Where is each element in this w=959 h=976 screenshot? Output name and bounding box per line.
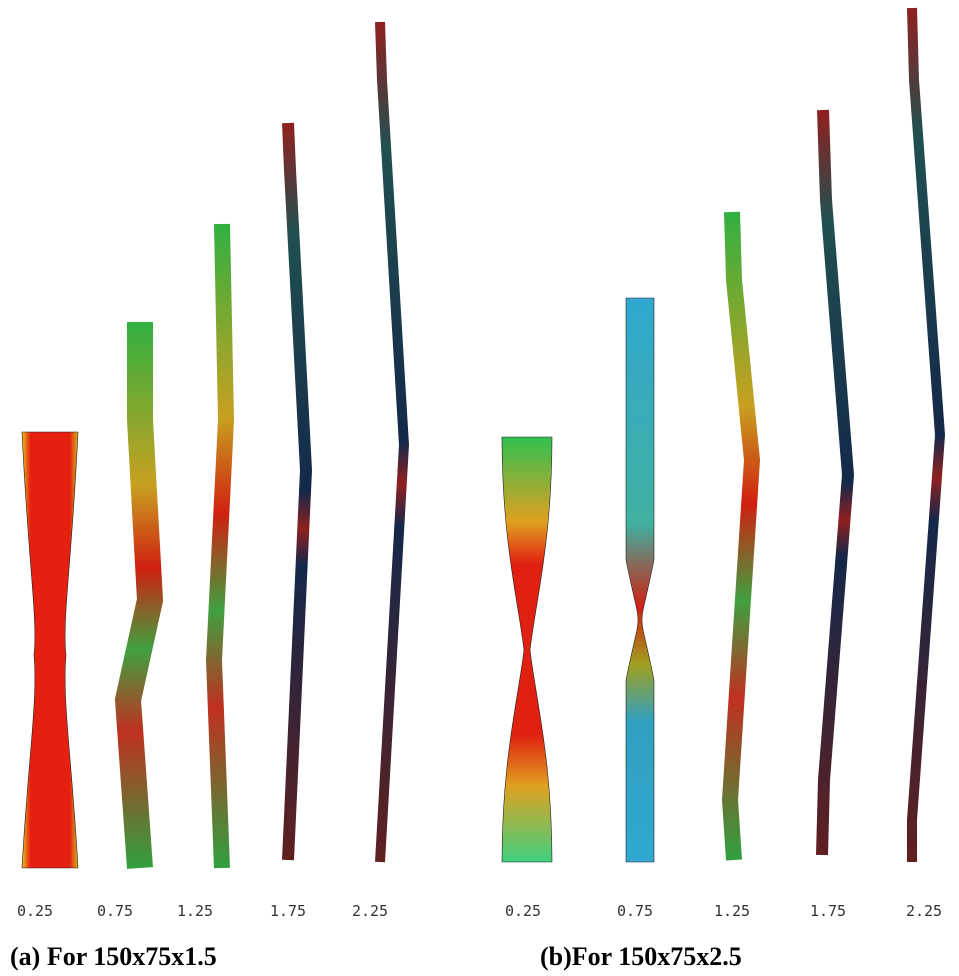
column [721,211,761,861]
column-label: 1.25 [714,902,750,920]
column-label: 1.75 [810,902,846,920]
column-label: 2.25 [906,902,942,920]
column-label: 1.25 [177,902,213,920]
column-label: 0.25 [505,902,541,920]
caption: (b)For 150x75x2.5 [540,942,742,971]
caption: (a) For 150x75x1.5 [10,942,217,971]
column [205,223,235,869]
column [816,109,855,856]
column [501,436,553,863]
column [114,322,164,869]
panel-a-labels: 0.25 0.75 1.25 1.75 2.25 [17,902,388,920]
column-label: 2.25 [352,902,388,920]
column [21,431,79,869]
panel-b-labels: 0.25 0.75 1.25 1.75 2.25 [505,902,942,920]
column-label: 0.25 [17,902,53,920]
column [625,297,655,863]
column-label: 0.75 [617,902,653,920]
column [907,7,946,862]
panel-a-columns [21,21,410,869]
column [375,21,410,863]
panel-b-columns [501,7,946,863]
column [282,122,313,861]
column-label: 1.75 [270,902,306,920]
column-label: 0.75 [97,902,133,920]
